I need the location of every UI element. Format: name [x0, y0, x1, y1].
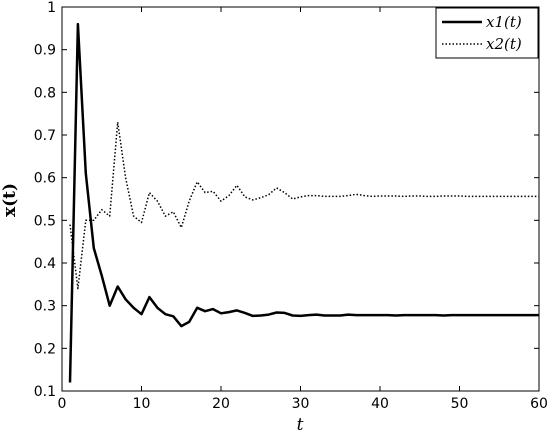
x-tick-label: 40 [371, 396, 389, 412]
y-tick-label: 0.7 [34, 128, 56, 144]
legend-label-x2: x2(t) [486, 35, 522, 53]
x-tick-label: 50 [451, 396, 469, 412]
plot-area [61, 6, 540, 392]
x-tick-label: 60 [530, 396, 548, 412]
legend: x1(t) x2(t) [435, 7, 539, 59]
y-tick-label: 1 [47, 0, 56, 16]
legend-box [435, 7, 539, 59]
y-tick-label: 0.1 [34, 384, 56, 400]
y-tick-label: 0.2 [34, 341, 56, 357]
data-series [68, 22, 539, 383]
x-tick-label: 10 [133, 396, 151, 412]
y-tick-label: 0.8 [34, 85, 56, 101]
y-tick-label: 0.4 [34, 256, 56, 272]
series-line-x1 [68, 22, 539, 383]
y-tick-label: 0.3 [34, 299, 56, 315]
legend-label-x1: x1(t) [486, 13, 522, 31]
x-axis-title: t [297, 415, 304, 434]
x-tick-label: 20 [212, 396, 230, 412]
x-tick-label: 30 [292, 396, 310, 412]
axis-ticks: 0 10 20 30 40 50 60 0.1 0.2 0.3 0.4 0.5 0.6 0.7 0.8 0.9… [34, 0, 548, 412]
x-tick-label: 0 [58, 396, 67, 412]
y-axis-title: x(t) [0, 183, 20, 217]
y-tick-label: 0.5 [34, 213, 56, 229]
y-tick-label: 0.9 [34, 43, 56, 59]
y-tick-label: 0.6 [34, 171, 56, 187]
series-line-x2 [69, 121, 539, 290]
